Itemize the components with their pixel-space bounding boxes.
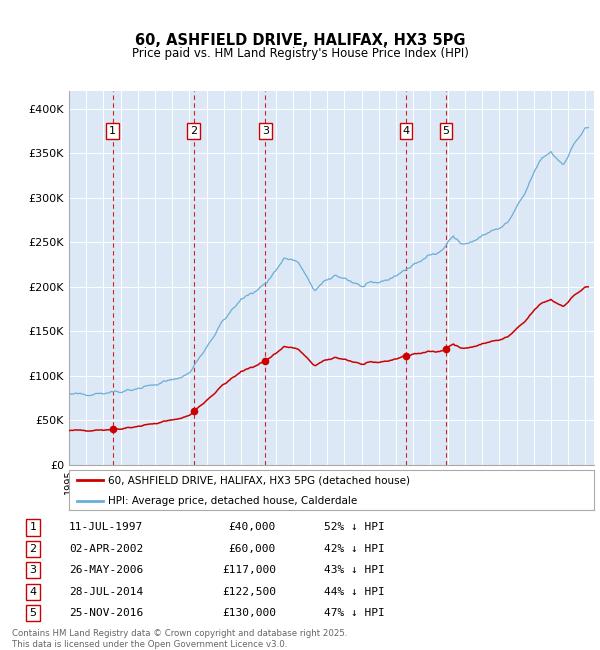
Text: 2: 2 <box>29 544 37 554</box>
Text: 43% ↓ HPI: 43% ↓ HPI <box>324 566 385 575</box>
Text: 44% ↓ HPI: 44% ↓ HPI <box>324 587 385 597</box>
Text: 42% ↓ HPI: 42% ↓ HPI <box>324 544 385 554</box>
Text: 4: 4 <box>29 587 37 597</box>
Text: 3: 3 <box>29 566 37 575</box>
Text: £117,000: £117,000 <box>222 566 276 575</box>
Text: 2: 2 <box>190 126 197 136</box>
Text: 25-NOV-2016: 25-NOV-2016 <box>69 608 143 618</box>
Text: £60,000: £60,000 <box>229 544 276 554</box>
Text: 11-JUL-1997: 11-JUL-1997 <box>69 523 143 532</box>
Text: 47% ↓ HPI: 47% ↓ HPI <box>324 608 385 618</box>
Text: £130,000: £130,000 <box>222 608 276 618</box>
Text: 60, ASHFIELD DRIVE, HALIFAX, HX3 5PG (detached house): 60, ASHFIELD DRIVE, HALIFAX, HX3 5PG (de… <box>109 475 410 485</box>
Text: £40,000: £40,000 <box>229 523 276 532</box>
Text: 52% ↓ HPI: 52% ↓ HPI <box>324 523 385 532</box>
Text: 1: 1 <box>29 523 37 532</box>
Text: 3: 3 <box>262 126 269 136</box>
Text: HPI: Average price, detached house, Calderdale: HPI: Average price, detached house, Cald… <box>109 497 358 506</box>
Text: 5: 5 <box>442 126 449 136</box>
Text: 1: 1 <box>109 126 116 136</box>
Text: 02-APR-2002: 02-APR-2002 <box>69 544 143 554</box>
Text: 28-JUL-2014: 28-JUL-2014 <box>69 587 143 597</box>
Text: 4: 4 <box>403 126 410 136</box>
Text: 5: 5 <box>29 608 37 618</box>
Text: £122,500: £122,500 <box>222 587 276 597</box>
Text: Contains HM Land Registry data © Crown copyright and database right 2025.
This d: Contains HM Land Registry data © Crown c… <box>12 629 347 649</box>
Text: 26-MAY-2006: 26-MAY-2006 <box>69 566 143 575</box>
Text: Price paid vs. HM Land Registry's House Price Index (HPI): Price paid vs. HM Land Registry's House … <box>131 47 469 60</box>
Text: 60, ASHFIELD DRIVE, HALIFAX, HX3 5PG: 60, ASHFIELD DRIVE, HALIFAX, HX3 5PG <box>135 32 465 48</box>
